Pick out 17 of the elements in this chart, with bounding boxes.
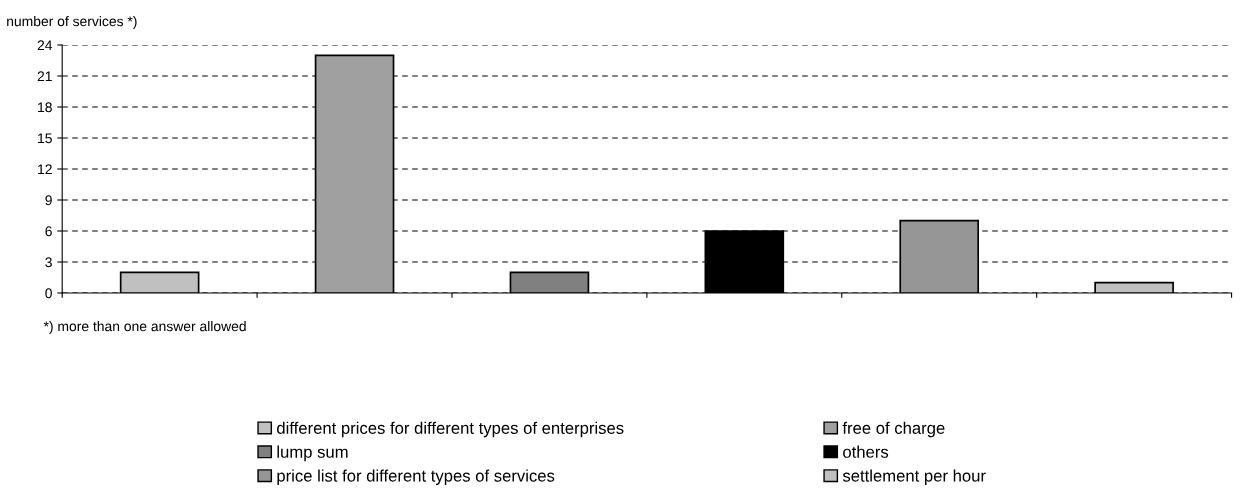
y-axis-title: number of services *) [7, 16, 137, 29]
legend-label: lump sum [277, 445, 348, 462]
legend-label: different prices for different types of enterprises [277, 421, 624, 438]
y-tick-label: 15 [38, 133, 52, 144]
y-tick-label: 9 [45, 195, 52, 206]
legend-label: settlement per hour [842, 469, 986, 485]
legend-label: free of charge [842, 421, 945, 438]
y-tick-label: 18 [38, 102, 52, 113]
y-tick-label: 6 [45, 226, 52, 237]
legend-label: price list for different types of services [277, 469, 555, 485]
y-tick-label: 3 [45, 257, 52, 268]
text: *) more than one answer allowed [43, 321, 246, 334]
legend-label: others [843, 445, 889, 458]
y-tick-label: 24 [37, 40, 53, 51]
y-tick-label: 12 [38, 164, 52, 175]
y-tick-label: 21 [37, 71, 52, 82]
y-tick-label: 0 [45, 288, 52, 299]
